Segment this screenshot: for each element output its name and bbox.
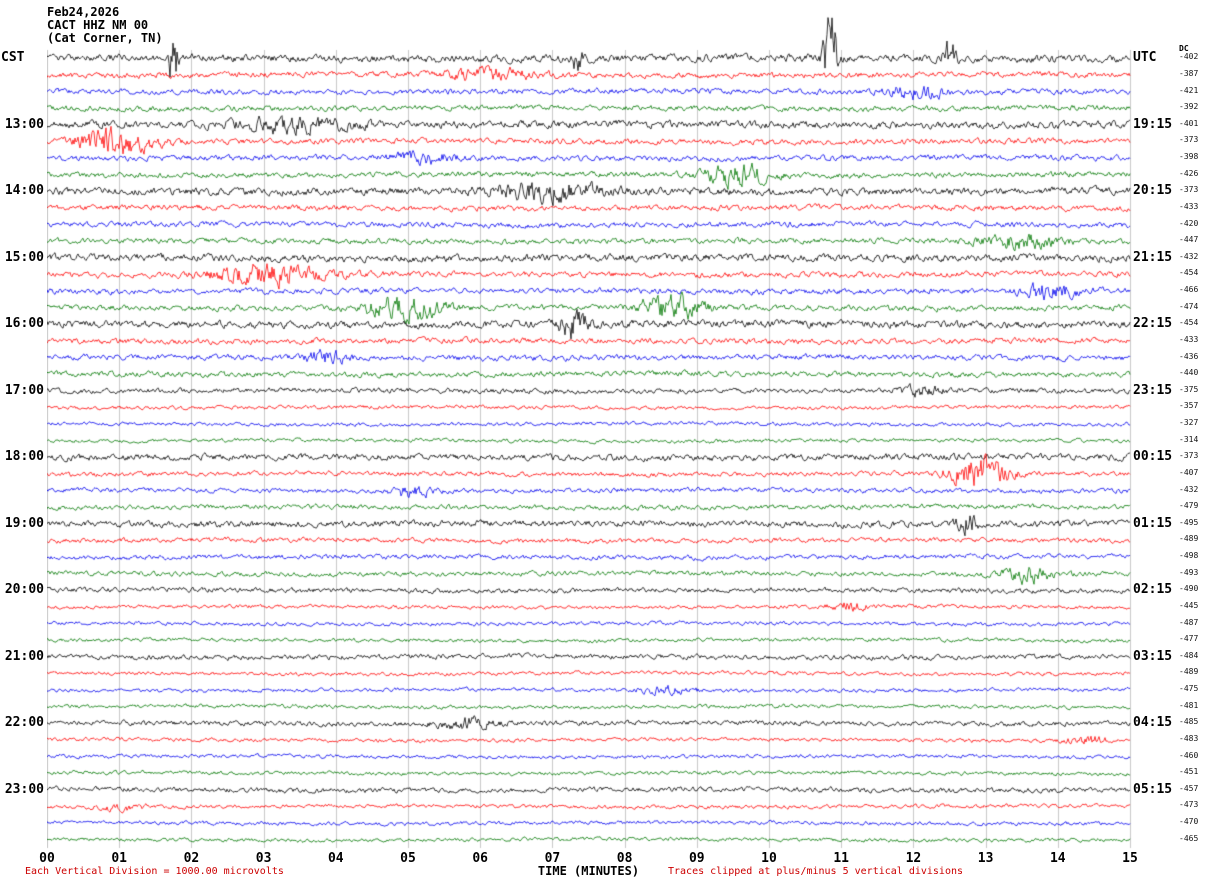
footer-scale-note: Each Vertical Division = 1000.00 microvo… xyxy=(25,866,284,877)
dc-offset-label: -401 xyxy=(1179,118,1199,128)
utc-hour-label: 04:15 xyxy=(1133,715,1173,731)
x-axis-tick-label: 03 xyxy=(255,851,272,866)
dc-offset-label: -433 xyxy=(1179,334,1199,344)
dc-offset-label: -474 xyxy=(1179,301,1199,311)
dc-offset-label: -402 xyxy=(1179,52,1199,62)
dc-offset-label: -484 xyxy=(1179,650,1199,660)
dc-offset-label: -387 xyxy=(1179,68,1199,78)
dc-axis-header: DC xyxy=(1179,44,1189,53)
dc-offset-label: -473 xyxy=(1179,800,1199,810)
x-axis-tick-label: 09 xyxy=(688,851,705,866)
dc-offset-label: -432 xyxy=(1179,251,1199,261)
dc-offset-label: -327 xyxy=(1179,418,1199,428)
x-axis-tick-label: 15 xyxy=(1122,851,1138,866)
dc-offset-label: -433 xyxy=(1179,201,1199,211)
utc-hour-label: 00:15 xyxy=(1133,449,1173,465)
utc-hour-label: 02:15 xyxy=(1133,582,1173,598)
dc-offset-label: -447 xyxy=(1179,235,1199,245)
dc-offset-label: -375 xyxy=(1179,384,1199,394)
dc-offset-label: -373 xyxy=(1179,135,1199,145)
dc-offset-label: -470 xyxy=(1179,817,1199,827)
cst-hour-label: 14:00 xyxy=(4,183,44,199)
cst-hour-label: 23:00 xyxy=(4,781,44,797)
dc-offset-label: -398 xyxy=(1179,152,1199,162)
utc-hour-label: 19:15 xyxy=(1133,116,1173,132)
dc-offset-label: -479 xyxy=(1179,501,1199,511)
seismogram-canvas xyxy=(47,0,1132,850)
x-axis-tick-label: 06 xyxy=(472,851,489,866)
right-axis-header: UTC xyxy=(1133,50,1157,65)
x-axis-tick-label: 05 xyxy=(400,851,416,866)
dc-offset-label: -493 xyxy=(1179,567,1199,577)
dc-offset-label: -420 xyxy=(1179,218,1199,228)
dc-offset-label: -481 xyxy=(1179,700,1199,710)
left-axis-header: CST xyxy=(1,50,25,65)
cst-hour-label: 21:00 xyxy=(4,648,44,664)
x-axis-tick-label: 01 xyxy=(111,851,128,866)
dc-offset-label: -445 xyxy=(1179,600,1199,610)
dc-offset-label: -426 xyxy=(1179,168,1199,178)
dc-offset-label: -436 xyxy=(1179,351,1199,361)
dc-offset-label: -314 xyxy=(1179,434,1199,444)
cst-hour-label: 20:00 xyxy=(4,582,44,598)
x-axis-tick-label: 04 xyxy=(327,851,344,866)
footer-clip-note: Traces clipped at plus/minus 5 vertical … xyxy=(668,866,964,877)
cst-hour-label: 17:00 xyxy=(4,382,44,398)
utc-hour-label: 01:15 xyxy=(1133,515,1173,531)
x-axis-label: TIME (MINUTES) xyxy=(537,864,640,878)
cst-hour-label: 16:00 xyxy=(4,316,44,332)
x-axis-tick-label: 14 xyxy=(1049,851,1066,866)
dc-offset-label: -485 xyxy=(1179,717,1199,727)
dc-offset-label: -454 xyxy=(1179,268,1199,278)
dc-offset-label: -457 xyxy=(1179,783,1199,793)
utc-hour-label: 21:15 xyxy=(1133,249,1173,265)
dc-offset-label: -440 xyxy=(1179,368,1199,378)
utc-hour-label: 22:15 xyxy=(1133,316,1173,332)
utc-hour-label: 03:15 xyxy=(1133,648,1173,664)
dc-offset-label: -495 xyxy=(1179,517,1199,527)
x-axis-tick-label: 00 xyxy=(39,851,55,866)
dc-offset-label: -373 xyxy=(1179,185,1199,195)
x-axis-tick-label: 08 xyxy=(616,851,633,866)
dc-offset-label: -373 xyxy=(1179,451,1199,461)
x-axis-tick-label: 02 xyxy=(183,851,200,866)
dc-offset-label: -477 xyxy=(1179,634,1199,644)
utc-hour-label: 05:15 xyxy=(1133,781,1173,797)
cst-hour-label: 19:00 xyxy=(4,515,44,531)
dc-offset-label: -392 xyxy=(1179,102,1199,112)
dc-offset-label: -465 xyxy=(1179,833,1199,843)
cst-hour-label: 13:00 xyxy=(4,116,44,132)
cst-hour-label: 18:00 xyxy=(4,449,44,465)
utc-hour-label: 23:15 xyxy=(1133,382,1173,398)
x-axis-tick-label: 13 xyxy=(977,851,994,866)
dc-offset-label: -407 xyxy=(1179,467,1199,477)
dc-offset-label: -357 xyxy=(1179,401,1199,411)
x-axis-tick-label: 07 xyxy=(544,851,561,866)
dc-offset-label: -460 xyxy=(1179,750,1199,760)
utc-hour-label: 20:15 xyxy=(1133,183,1173,199)
cst-hour-label: 22:00 xyxy=(4,715,44,731)
dc-offset-label: -454 xyxy=(1179,318,1199,328)
x-axis-tick-label: 10 xyxy=(761,851,777,866)
cst-hour-label: 15:00 xyxy=(4,249,44,265)
dc-offset-label: -432 xyxy=(1179,484,1199,494)
dc-offset-label: -483 xyxy=(1179,733,1199,743)
dc-offset-label: -489 xyxy=(1179,667,1199,677)
dc-offset-label: -451 xyxy=(1179,767,1199,777)
dc-offset-label: -487 xyxy=(1179,617,1199,627)
x-axis-tick-label: 12 xyxy=(905,851,922,866)
dc-offset-label: -475 xyxy=(1179,684,1199,694)
dc-offset-label: -489 xyxy=(1179,534,1199,544)
dc-offset-label: -466 xyxy=(1179,285,1199,295)
x-axis-tick-label: 11 xyxy=(833,851,850,866)
dc-offset-label: -498 xyxy=(1179,551,1199,561)
dc-offset-label: -421 xyxy=(1179,85,1199,95)
dc-offset-label: -490 xyxy=(1179,584,1199,594)
